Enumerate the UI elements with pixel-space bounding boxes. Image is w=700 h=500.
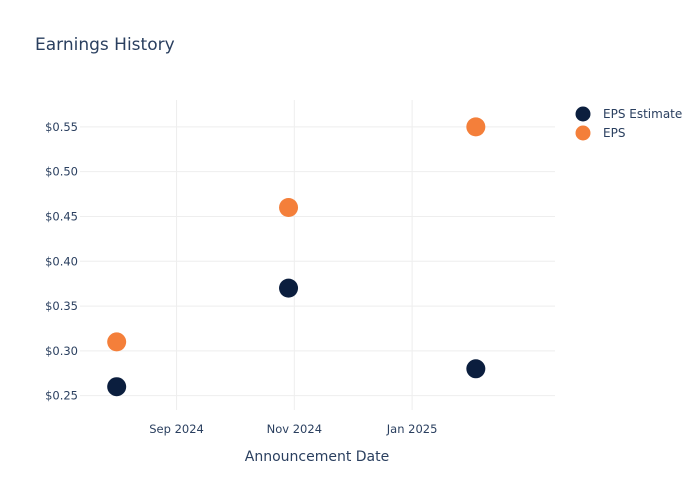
data-points — [107, 117, 486, 397]
legend-label[interactable]: EPS Estimate — [603, 107, 682, 121]
eps-estimate-point[interactable] — [466, 359, 486, 379]
eps-point[interactable] — [466, 117, 486, 137]
x-tick-label: Jan 2025 — [386, 422, 438, 436]
x-tick-label: Sep 2024 — [149, 422, 204, 436]
y-tick-label: $0.25 — [45, 389, 78, 403]
eps-point[interactable] — [279, 198, 299, 218]
y-tick-label: $0.30 — [45, 344, 78, 358]
legend-marker[interactable] — [575, 106, 591, 122]
chart-title: Earnings History — [35, 35, 175, 55]
y-tick-label: $0.35 — [45, 299, 78, 313]
grid-layer — [80, 100, 555, 410]
legend-label[interactable]: EPS — [603, 126, 625, 140]
x-axis-title: Announcement Date — [245, 449, 389, 465]
y-tick-label: $0.50 — [45, 165, 78, 179]
y-tick-label: $0.55 — [45, 120, 78, 134]
y-axis-ticks: $0.25 $0.30 $0.35 $0.40 $0.45 $0.50 $0.55 — [45, 120, 78, 403]
eps-estimate-point[interactable] — [279, 278, 299, 298]
y-tick-label: $0.45 — [45, 209, 78, 223]
y-tick-label: $0.40 — [45, 254, 78, 268]
legend[interactable]: EPS Estimate EPS — [575, 106, 683, 141]
x-axis-ticks: Sep 2024 Nov 2024 Jan 2025 — [149, 422, 437, 436]
eps-estimate-point[interactable] — [107, 377, 127, 397]
eps-point[interactable] — [107, 332, 127, 352]
legend-marker[interactable] — [575, 125, 591, 141]
x-tick-label: Nov 2024 — [267, 422, 322, 436]
